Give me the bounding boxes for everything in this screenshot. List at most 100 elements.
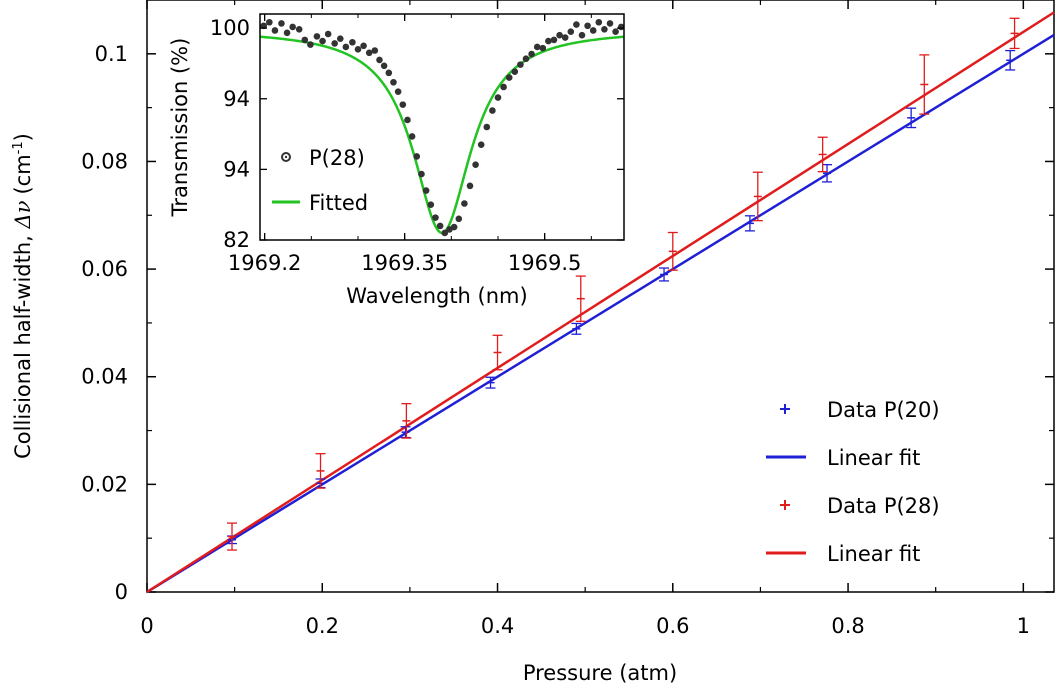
inset-data-point (432, 214, 439, 221)
inset-x-tick-label: 1969.35 (361, 251, 448, 275)
inset-y-axis-label: Transmission (%) (168, 38, 192, 218)
inset-data-point (354, 46, 362, 53)
inset-data-point (505, 74, 513, 81)
main-y-axis-label-unit-open: (cm (11, 154, 35, 194)
errorbar-point (919, 54, 930, 115)
main-x-tick-label: 0 (140, 614, 153, 638)
main-y-axis-label-symbol: Δν (11, 200, 35, 229)
inset-x-tick-label: 1969.2 (228, 251, 301, 275)
inset-background (260, 14, 624, 240)
inset-data-points (260, 18, 625, 237)
inset-data-point (545, 37, 552, 45)
inset-data-point (371, 47, 379, 54)
errorbar-point (401, 402, 412, 439)
inset-data-point (295, 26, 303, 33)
main-x-tick-label: 0.6 (656, 614, 689, 638)
inset-axis-ticks (260, 14, 624, 241)
errorbar-point (667, 231, 678, 271)
inset-data-point (408, 133, 416, 140)
main-plot-frame (146, 0, 1055, 593)
inset-y-tick-label: 94 (223, 157, 250, 181)
main-y-tick-label: 0.1 (95, 42, 128, 66)
main-plot: 0 0.2 0.4 0.6 0.8 1 0 0.02 0.04 0.06 0.08 0.1 Pres… (11, 0, 1055, 685)
inset-data-point (450, 223, 458, 231)
inset-data-point (612, 28, 619, 35)
inset-data-point (472, 161, 479, 168)
inset-data-point (567, 28, 575, 35)
main-y-tick-label: 0.06 (81, 257, 128, 281)
errorbar-point (485, 376, 496, 389)
inset-data-point (385, 69, 393, 77)
inset-data-point (494, 94, 502, 101)
main-x-tick-label: 1 (1017, 614, 1030, 638)
inset-data-point (271, 27, 279, 34)
inset-data-point (390, 78, 397, 86)
legend-label-data-p20: Data P(20) (827, 398, 940, 422)
inset-x-tick-labels: 1969.2 1969.35 1969.5 (228, 251, 581, 275)
errorbar-point (1005, 49, 1016, 71)
legend-label-fit-p20: Linear fit (827, 446, 920, 470)
legend-label-data-p28: Data P(28) (827, 494, 940, 518)
fit-line-series-1 (146, 33, 1055, 594)
inset-legend-label-p28: P(28) (309, 146, 365, 170)
main-data-points (227, 17, 1020, 551)
inset-data-point (278, 20, 285, 27)
inset-data-point (517, 61, 524, 68)
inset-data-point (365, 49, 373, 57)
inset-data-point (301, 36, 309, 44)
inset-data-point (606, 20, 614, 27)
inset-data-point (461, 200, 468, 207)
inset-data-point (260, 22, 268, 30)
inset-legend-label-fitted: Fitted (309, 191, 368, 215)
inset-data-point (455, 215, 463, 223)
inset-data-point (331, 40, 338, 47)
main-y-tick-label: 0.04 (81, 365, 128, 389)
inset-y-tick-label: 94 (223, 87, 250, 111)
inset-data-point (511, 68, 519, 75)
errorbar-point (315, 453, 326, 489)
errorbar-point (906, 107, 917, 129)
errorbar-point (744, 215, 755, 232)
inset-y-tick-label: 82 (223, 228, 250, 252)
errorbar-point (492, 334, 503, 371)
inset-data-point (436, 222, 444, 230)
main-axis-ticks (146, 0, 1054, 593)
inset-data-point (466, 182, 474, 190)
errorbar-point (1009, 17, 1020, 50)
errorbar-point (817, 136, 828, 173)
main-y-tick-label: 0 (115, 580, 128, 604)
inset-data-point (561, 34, 569, 41)
inset-data-point (307, 41, 314, 48)
inset-data-point (522, 55, 530, 63)
inset-data-point (413, 153, 421, 160)
inset-data-point (404, 116, 411, 124)
inset-y-tick-label: 100 (210, 16, 250, 40)
inset-data-point (418, 170, 425, 178)
errorbar-point (227, 522, 238, 551)
inset-data-point (578, 31, 586, 39)
inset-data-point (595, 18, 603, 26)
errorbar-point (659, 267, 670, 282)
inset-data-point (376, 56, 383, 64)
main-x-axis-label: Pressure (atm) (523, 661, 677, 685)
main-x-tick-labels: 0 0.2 0.4 0.6 0.8 1 (140, 614, 1030, 638)
inset-data-point (324, 30, 332, 38)
inset-x-tick-label: 1969.5 (508, 251, 581, 275)
errorbar-point (822, 164, 833, 183)
inset-data-point (556, 31, 563, 39)
inset-data-point (601, 26, 608, 33)
inset-data-point (289, 23, 296, 31)
inset-data-point (584, 22, 591, 30)
inset-data-point (441, 229, 449, 237)
inset-data-point (589, 27, 597, 34)
inset-data-point (342, 43, 350, 51)
inset-data-point (394, 88, 402, 95)
inset-data-point (533, 43, 541, 51)
main-legend: Data P(20) Linear fit Data P(28) Linear … (766, 398, 940, 566)
inset-data-point (427, 201, 435, 208)
inset-data-point (313, 33, 321, 40)
inset-legend: P(28) Fitted (272, 146, 368, 215)
inset-data-point (539, 44, 547, 52)
